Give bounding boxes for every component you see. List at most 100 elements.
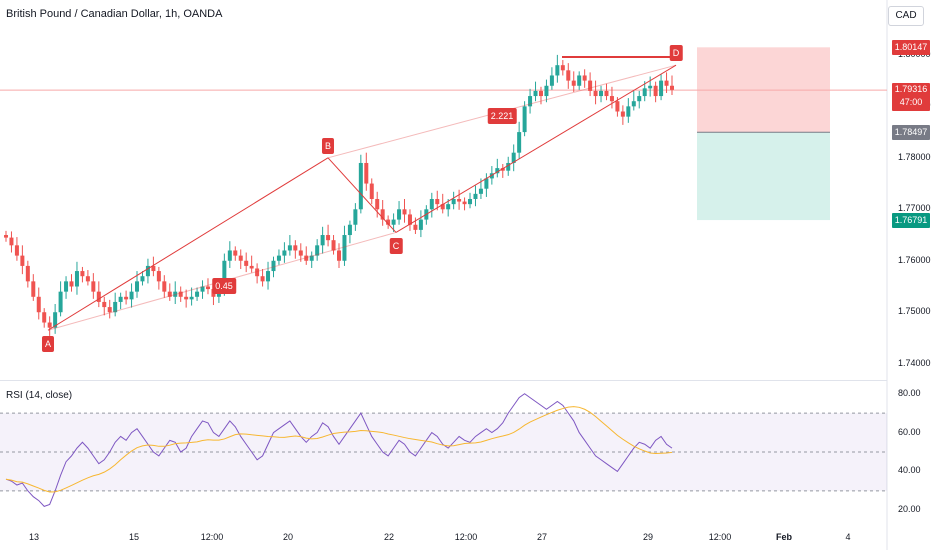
pattern-point-c[interactable]: C (389, 238, 403, 255)
price-tick-label: 1.76000 (898, 254, 931, 265)
rsi-tick-label: 60.00 (898, 426, 921, 437)
candle-body (517, 132, 522, 153)
time-tick-label: 12:00 (708, 532, 732, 542)
candle-body (369, 183, 374, 199)
candle-body (184, 296, 189, 300)
candle-body (178, 291, 183, 297)
candle-body (642, 88, 647, 97)
candle-body (500, 168, 505, 171)
candle-body (140, 276, 145, 282)
candle-body (549, 75, 554, 86)
candle-body (429, 199, 434, 210)
candle-body (320, 235, 325, 246)
time-tick-label: 13 (28, 532, 40, 542)
candle-body (189, 296, 194, 300)
candle-body (648, 85, 653, 89)
pattern-point-d[interactable]: D (669, 45, 683, 62)
candle-body (244, 260, 249, 266)
pattern-leg-ab (47, 157, 329, 331)
pane-divider[interactable] (0, 380, 887, 381)
pattern-ratio-label[interactable]: 2.221 (487, 108, 517, 124)
candle-body (74, 271, 79, 287)
candle-body (538, 90, 543, 97)
candle-body (255, 268, 260, 277)
candle-body (457, 199, 462, 202)
candle-body (293, 245, 298, 251)
candle-body (145, 265, 150, 277)
candle-body (64, 281, 69, 292)
candle-body (238, 255, 243, 261)
candle-body (162, 281, 167, 292)
candle-body (435, 199, 440, 205)
candle-body (571, 80, 576, 86)
candle-body (478, 188, 483, 194)
candle-body (468, 199, 473, 205)
time-tick-label: 4 (845, 532, 851, 542)
candle-body (156, 271, 161, 282)
candle-body (167, 291, 172, 297)
candle-body (620, 111, 625, 117)
candle-body (446, 204, 451, 210)
candle-body (107, 307, 112, 313)
candle-body (631, 101, 636, 107)
candle-body (287, 245, 292, 251)
candle-body (588, 80, 593, 91)
candle-body (36, 296, 41, 313)
candle-body (626, 106, 631, 117)
candle-body (58, 291, 63, 313)
candle-body (53, 312, 58, 328)
candle-body (233, 250, 238, 256)
pattern-point-a[interactable]: A (41, 336, 55, 353)
candle-body (47, 322, 52, 328)
candle-body (347, 224, 352, 236)
candle-body (173, 291, 178, 297)
candle-body (375, 199, 380, 210)
candle-body (364, 162, 369, 184)
candle-body (282, 250, 287, 256)
candle-body (577, 75, 582, 86)
candle-body (4, 235, 8, 238)
candle-body (216, 291, 221, 297)
candle-body (96, 291, 101, 302)
candle-body (222, 260, 227, 292)
candle-body (582, 75, 587, 81)
candle-body (544, 85, 549, 97)
bar-countdown: 47:00 (899, 97, 923, 108)
candle-body (407, 214, 412, 225)
time-tick-label: 12:00 (200, 532, 224, 542)
candle-body (653, 85, 658, 97)
candle-body (118, 296, 123, 302)
candle-body (664, 80, 669, 86)
rsi-ma-line (5, 406, 673, 493)
candle-body (451, 199, 456, 205)
candle-body (80, 271, 85, 277)
candle-body (440, 204, 445, 210)
pattern-leg-cd (395, 64, 677, 233)
candle-body (358, 162, 363, 210)
candle-body (342, 235, 347, 261)
candle-body (462, 201, 467, 205)
candle-body (473, 193, 478, 199)
price-tick-label: 1.74000 (898, 357, 931, 368)
rsi-indicator-label[interactable]: RSI (14, close) (6, 390, 73, 401)
time-tick-label: 27 (536, 532, 548, 542)
candle-body (599, 90, 604, 97)
candle-body (309, 255, 314, 261)
take-profit-zone (697, 132, 830, 221)
pattern-ratio-label[interactable]: 0.45 (212, 278, 236, 294)
pattern-point-b[interactable]: B (321, 137, 335, 154)
currency-button[interactable]: CAD (888, 6, 924, 26)
candle-body (609, 96, 614, 102)
candle-body (260, 276, 265, 282)
candle-body (9, 237, 14, 246)
candle-body (195, 291, 200, 297)
candle-body (555, 65, 560, 76)
candle-body (85, 276, 90, 282)
price-tick-label: 1.75000 (898, 306, 931, 317)
time-tick-label: Feb (775, 532, 793, 542)
rsi-line (5, 393, 673, 507)
price-label-entry: 1.78497 (892, 125, 930, 141)
candle-body (522, 106, 527, 133)
candle-body (20, 255, 25, 266)
